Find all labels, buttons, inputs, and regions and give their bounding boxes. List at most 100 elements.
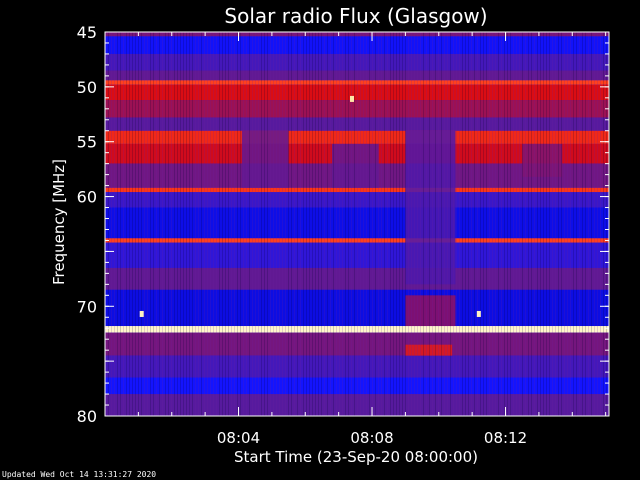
frequency-band — [105, 267, 609, 290]
texture-column — [249, 32, 250, 416]
texture-column — [165, 32, 166, 416]
texture-column — [465, 32, 466, 416]
texture-column — [234, 32, 235, 416]
texture-column — [498, 32, 499, 416]
texture-column — [111, 32, 112, 416]
texture-column — [264, 32, 265, 416]
texture-column — [108, 32, 109, 416]
texture-column — [357, 32, 358, 416]
time-feature — [331, 143, 379, 188]
texture-column — [537, 32, 538, 416]
texture-column — [117, 32, 118, 416]
frequency-band — [105, 53, 609, 71]
texture-column — [543, 32, 544, 416]
texture-column — [159, 32, 160, 416]
texture-column — [372, 32, 373, 416]
texture-column — [147, 32, 148, 416]
texture-column — [444, 32, 445, 416]
texture-column — [162, 32, 163, 416]
texture-column — [276, 32, 277, 416]
texture-column — [321, 32, 322, 416]
frequency-band — [105, 238, 609, 243]
frequency-band — [105, 207, 609, 239]
texture-column — [573, 32, 574, 416]
texture-column — [519, 32, 520, 416]
texture-column — [492, 32, 493, 416]
texture-column — [438, 32, 439, 416]
x-axis-label: Start Time (23-Sep-20 08:00:00) — [234, 448, 478, 466]
texture-column — [282, 32, 283, 416]
texture-column — [288, 32, 289, 416]
texture-column — [381, 32, 382, 416]
texture-column — [141, 32, 142, 416]
texture-column — [207, 32, 208, 416]
texture-column — [336, 32, 337, 416]
texture-column — [273, 32, 274, 416]
texture-column — [309, 32, 310, 416]
texture-column — [291, 32, 292, 416]
texture-column — [285, 32, 286, 416]
texture-column — [129, 32, 130, 416]
texture-column — [408, 32, 409, 416]
frequency-band — [105, 100, 609, 118]
texture-column — [192, 32, 193, 416]
texture-column — [177, 32, 178, 416]
texture-column — [246, 32, 247, 416]
frequency-band — [105, 36, 609, 54]
texture-column — [243, 32, 244, 416]
texture-column — [312, 32, 313, 416]
y-tick-label: 80 — [77, 407, 97, 426]
texture-column — [576, 32, 577, 416]
texture-column — [351, 32, 352, 416]
texture-column — [171, 32, 172, 416]
texture-column — [387, 32, 388, 416]
texture-column — [489, 32, 490, 416]
texture-column — [204, 32, 205, 416]
texture-column — [417, 32, 418, 416]
texture-column — [477, 32, 478, 416]
texture-column — [582, 32, 583, 416]
texture-column — [303, 32, 304, 416]
texture-column — [525, 32, 526, 416]
texture-column — [270, 32, 271, 416]
texture-column — [255, 32, 256, 416]
texture-column — [405, 32, 406, 416]
texture-column — [528, 32, 529, 416]
texture-column — [333, 32, 334, 416]
texture-column — [213, 32, 214, 416]
texture-column — [561, 32, 562, 416]
frequency-band — [105, 80, 609, 85]
texture-column — [567, 32, 568, 416]
texture-column — [591, 32, 592, 416]
texture-column — [546, 32, 547, 416]
texture-column — [552, 32, 553, 416]
texture-column — [186, 32, 187, 416]
texture-column — [114, 32, 115, 416]
frequency-band — [105, 332, 609, 356]
heatmap — [105, 32, 609, 416]
texture-column — [588, 32, 589, 416]
y-tick-label: 45 — [77, 23, 97, 42]
texture-column — [390, 32, 391, 416]
texture-column — [261, 32, 262, 416]
frequency-band — [105, 394, 609, 416]
y-axis: 45 50 55 60 70 80 — [77, 23, 609, 426]
burst-point — [349, 95, 354, 102]
texture-column — [345, 32, 346, 416]
texture-column — [597, 32, 598, 416]
heatmap-texture — [105, 32, 607, 416]
texture-column — [258, 32, 259, 416]
frequency-band — [105, 289, 609, 327]
texture-column — [201, 32, 202, 416]
texture-column — [330, 32, 331, 416]
time-feature — [405, 344, 453, 356]
texture-column — [132, 32, 133, 416]
texture-column — [222, 32, 223, 416]
texture-column — [339, 32, 340, 416]
texture-column — [423, 32, 424, 416]
texture-column — [555, 32, 556, 416]
texture-column — [606, 32, 607, 416]
texture-column — [594, 32, 595, 416]
texture-column — [135, 32, 136, 416]
